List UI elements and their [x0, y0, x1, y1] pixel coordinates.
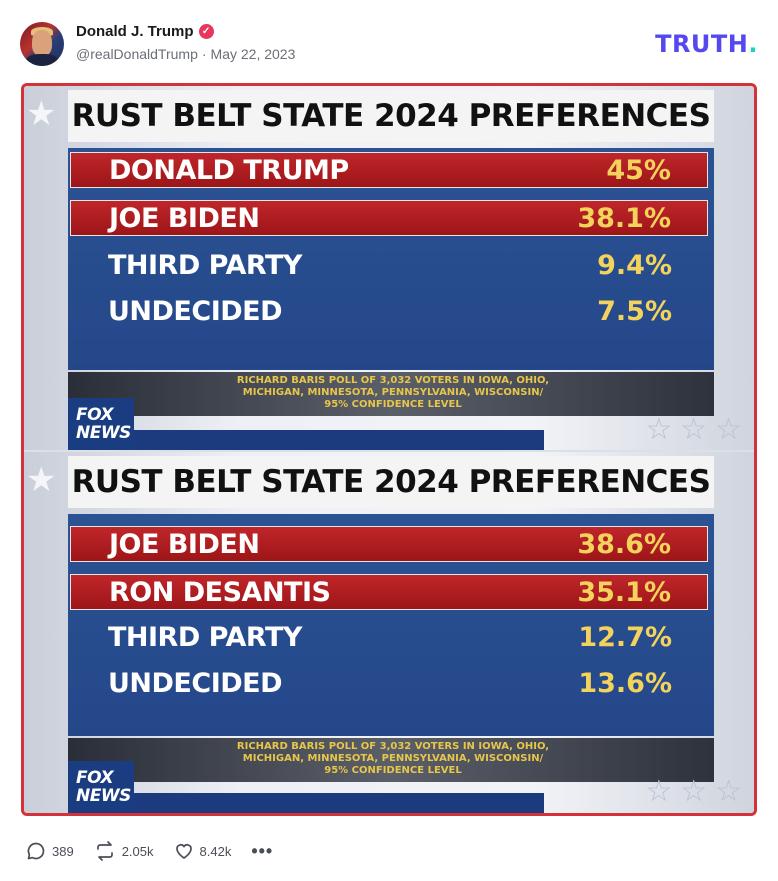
post-media-image[interactable]: ★ RUST BELT STATE 2024 PREFERENCES DONAL… — [21, 83, 757, 816]
poll-row: JOE BIDEN 38.1% — [70, 200, 708, 236]
candidate-name: THIRD PARTY — [108, 250, 302, 281]
truth-logo[interactable]: TRUTH. — [655, 30, 758, 58]
truth-logo-text: TRUTH — [655, 30, 749, 58]
avatar-face — [32, 30, 52, 56]
verified-check-icon: ✓ — [198, 24, 214, 39]
poll-row: THIRD PARTY 12.7% — [70, 620, 708, 656]
fox-news-logo-line: NEWS — [76, 786, 131, 806]
avatar[interactable] — [20, 22, 64, 66]
poll-source-line: 95% CONFIDENCE LEVEL — [324, 765, 462, 776]
news-ticker-bar — [134, 793, 544, 813]
truth-logo-dot: . — [748, 30, 758, 58]
fox-news-logo: FOX NEWS — [68, 761, 134, 813]
poll-source-line: RICHARD BARIS POLL OF 3,032 VOTERS IN IO… — [236, 741, 550, 752]
poll-source-bar: RICHARD BARIS POLL OF 3,032 VOTERS IN IO… — [68, 738, 714, 782]
decorative-star-icon: ★ — [26, 95, 57, 133]
candidate-percent: 38.1% — [577, 203, 671, 234]
poll-row: DONALD TRUMP 45% — [70, 152, 708, 188]
fox-news-logo-line: FOX — [76, 768, 114, 788]
more-options-button[interactable]: ••• — [251, 841, 273, 862]
like-icon — [175, 844, 192, 859]
display-name[interactable]: Donald J. Trump — [76, 23, 194, 40]
poll-row: UNDECIDED 7.5% — [70, 294, 708, 330]
candidate-percent: 35.1% — [577, 577, 671, 608]
candidate-percent: 38.6% — [577, 529, 671, 560]
poll-source-line: RICHARD BARIS POLL OF 3,032 VOTERS IN IO… — [236, 375, 550, 386]
decorative-stars-icon: ☆☆☆ — [645, 775, 750, 808]
poll-source-line: MICHIGAN, MINNESOTA, PENNSYLVANIA, WISCO… — [242, 753, 544, 764]
post-header: Donald J. Trump ✓ @realDonaldTrump · May 2… — [20, 20, 758, 68]
poll-source-text: RICHARD BARIS POLL OF 3,032 VOTERS IN IO… — [178, 375, 608, 411]
news-ticker-bar — [134, 430, 544, 450]
poll-title: RUST BELT STATE 2024 PREFERENCES — [68, 90, 714, 142]
avatar-suit — [26, 54, 58, 66]
retruth-button[interactable]: 2.05k — [94, 841, 154, 861]
candidate-name: THIRD PARTY — [108, 622, 302, 653]
poll-row: UNDECIDED 13.6% — [70, 666, 708, 702]
poll-source-line: 95% CONFIDENCE LEVEL — [324, 399, 462, 410]
fox-news-logo-line: FOX — [76, 405, 114, 425]
candidate-percent: 12.7% — [578, 622, 672, 653]
poll-row: JOE BIDEN 38.6% — [70, 526, 708, 562]
fox-news-logo-line: NEWS — [76, 423, 131, 443]
reply-button[interactable]: 389 — [26, 841, 74, 861]
post-actions-bar: 389 2.05k 8.42k ••• — [26, 838, 273, 864]
retruth-icon — [96, 841, 113, 861]
candidate-percent: 13.6% — [578, 668, 672, 699]
poll-results-board: JOE BIDEN 38.6% RON DESANTIS 35.1% THIRD… — [68, 514, 714, 736]
handle[interactable]: @realDonaldTrump — [76, 46, 198, 62]
poll-results-board: DONALD TRUMP 45% JOE BIDEN 38.1% THIRD P… — [68, 148, 714, 370]
more-icon: ••• — [251, 840, 274, 861]
retruth-count: 2.05k — [121, 843, 154, 859]
candidate-name: JOE BIDEN — [109, 529, 260, 560]
reply-icon — [27, 842, 45, 860]
candidate-percent: 7.5% — [597, 296, 672, 327]
candidate-name: UNDECIDED — [108, 668, 283, 699]
candidate-percent: 45% — [606, 155, 671, 186]
reply-count: 389 — [52, 843, 74, 859]
post-meta: @realDonaldTrump · May 22, 2023 — [76, 46, 295, 62]
decorative-star-icon: ★ — [26, 461, 57, 499]
like-count: 8.42k — [199, 843, 232, 859]
author-name-row: Donald J. Trump ✓ — [76, 23, 214, 40]
fox-news-logo: FOX NEWS — [68, 398, 134, 450]
candidate-name: DONALD TRUMP — [109, 155, 349, 186]
decorative-stars-icon: ☆☆☆ — [645, 413, 750, 446]
poll-row: RON DESANTIS 35.1% — [70, 574, 708, 610]
poll-graphic-panel: ★ RUST BELT STATE 2024 PREFERENCES DONAL… — [24, 86, 754, 450]
post-date[interactable]: May 22, 2023 — [210, 46, 296, 62]
poll-source-text: RICHARD BARIS POLL OF 3,032 VOTERS IN IO… — [178, 741, 608, 777]
like-button[interactable]: 8.42k — [174, 841, 232, 861]
candidate-percent: 9.4% — [597, 250, 672, 281]
meta-separator: · — [201, 46, 207, 62]
candidate-name: UNDECIDED — [108, 296, 283, 327]
poll-title: RUST BELT STATE 2024 PREFERENCES — [68, 456, 714, 508]
poll-source-line: MICHIGAN, MINNESOTA, PENNSYLVANIA, WISCO… — [242, 387, 544, 398]
candidate-name: RON DESANTIS — [109, 577, 331, 608]
poll-graphic-panel: ★ RUST BELT STATE 2024 PREFERENCES JOE B… — [24, 452, 754, 813]
poll-source-bar: RICHARD BARIS POLL OF 3,032 VOTERS IN IO… — [68, 372, 714, 416]
poll-row: THIRD PARTY 9.4% — [70, 248, 708, 284]
candidate-name: JOE BIDEN — [109, 203, 260, 234]
